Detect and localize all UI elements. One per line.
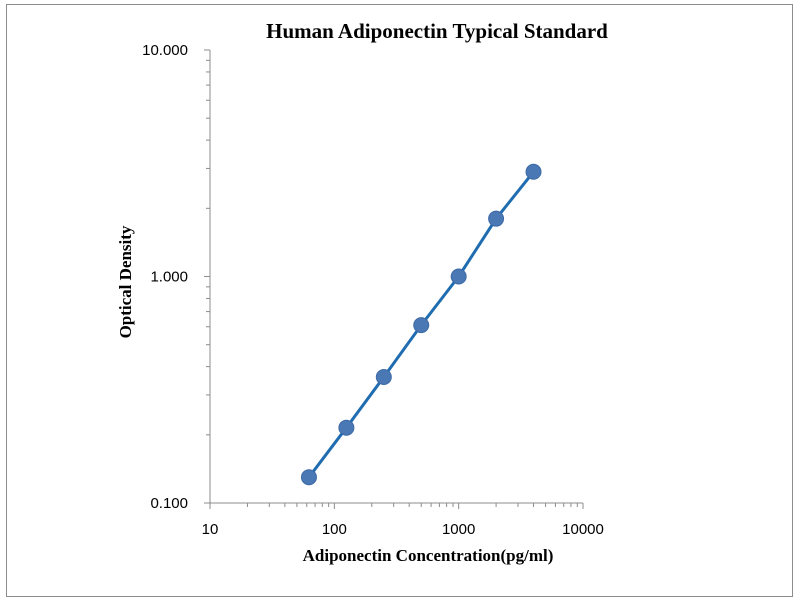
x-tick-label: 1000 bbox=[442, 521, 475, 538]
x-axis-label: Adiponectin Concentration(pg/ml) bbox=[303, 546, 554, 565]
y-axis-label: Optical Density bbox=[116, 225, 135, 338]
axes: 10 100 1000 10000 0.100 1.000 10.000 bbox=[142, 42, 604, 538]
data-point bbox=[450, 268, 467, 285]
chart-title: Human Adiponectin Typical Standard bbox=[266, 19, 608, 43]
data-point bbox=[375, 368, 392, 385]
data-point bbox=[525, 163, 542, 180]
x-tick-label: 10 bbox=[202, 521, 219, 538]
data-points bbox=[300, 163, 542, 486]
x-tick-label: 10000 bbox=[562, 521, 604, 538]
x-tick-label: 100 bbox=[322, 521, 347, 538]
data-point bbox=[338, 419, 355, 436]
y-tick-label: 1.000 bbox=[150, 269, 188, 286]
chart-frame bbox=[6, 4, 793, 597]
y-tick-label: 10.000 bbox=[142, 42, 188, 59]
y-tick-label: 0.100 bbox=[150, 495, 188, 512]
data-point bbox=[488, 210, 505, 227]
data-point bbox=[413, 317, 430, 334]
data-point bbox=[300, 469, 317, 486]
